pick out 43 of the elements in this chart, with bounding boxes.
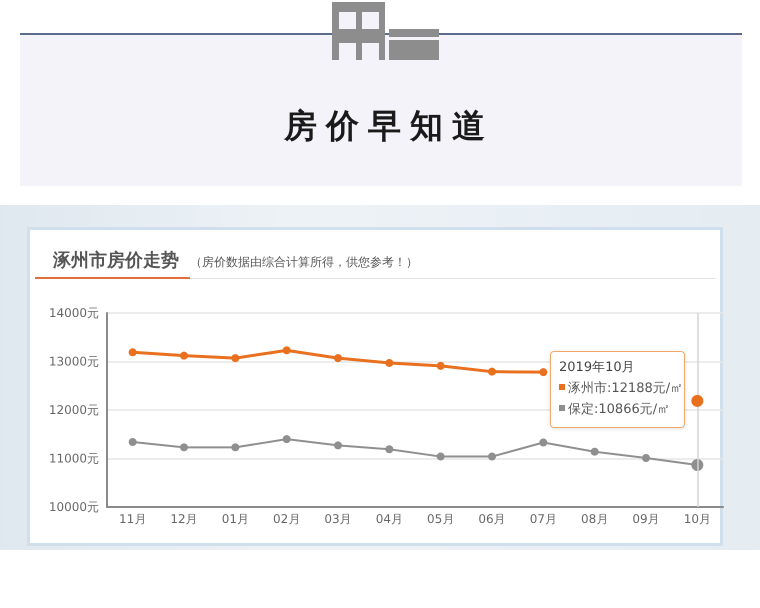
x-tick-label: 12月 bbox=[170, 512, 198, 526]
point bbox=[180, 443, 188, 452]
point bbox=[128, 348, 137, 356]
point bbox=[436, 362, 445, 370]
x-tick-label: 05月 bbox=[427, 512, 454, 526]
y-tick-label: 12000元 bbox=[48, 403, 99, 417]
point bbox=[385, 358, 394, 367]
point bbox=[539, 368, 548, 376]
point bbox=[282, 346, 291, 354]
point bbox=[231, 354, 240, 362]
point bbox=[231, 443, 240, 452]
chart-title: 房价早知道 bbox=[282, 105, 495, 147]
x-tick-label: 09月 bbox=[632, 512, 660, 526]
y-tick-label: 13000元 bbox=[48, 354, 99, 368]
x-tick-label: 08月 bbox=[581, 512, 608, 526]
point bbox=[642, 454, 650, 462]
x-tick-label: 04月 bbox=[376, 512, 403, 526]
point bbox=[334, 354, 342, 362]
annotation: 涿州市:12188元/㎡ bbox=[568, 381, 684, 396]
point bbox=[488, 368, 496, 376]
x-tick-label: 11月 bbox=[119, 512, 146, 526]
point bbox=[590, 448, 599, 456]
point bbox=[180, 352, 188, 360]
point bbox=[128, 438, 137, 446]
y-tick-label: 10000元 bbox=[48, 500, 99, 514]
x-tick-label: 07月 bbox=[530, 512, 557, 526]
annotation: 2019年10月 bbox=[559, 360, 635, 375]
point bbox=[334, 441, 342, 450]
point bbox=[488, 452, 496, 461]
x-tick-label: 02月 bbox=[273, 512, 300, 526]
chart-subtitle: 涿州市房价走势 bbox=[53, 249, 179, 273]
y-tick-label: 11000元 bbox=[48, 452, 99, 466]
annotation: 保定:10866元/㎡ bbox=[568, 402, 670, 417]
point bbox=[539, 438, 548, 446]
point bbox=[282, 435, 291, 444]
point bbox=[436, 452, 445, 461]
point bbox=[385, 445, 394, 454]
text: （房价数据由综合计算所得，供您参考！） bbox=[190, 254, 418, 271]
x-tick-label: 10月 bbox=[684, 512, 711, 526]
x-tick-label: 01月 bbox=[222, 512, 249, 526]
y-tick-label: 14000元 bbox=[48, 306, 99, 320]
x-tick-label: 06月 bbox=[478, 512, 506, 526]
x-tick-label: 03月 bbox=[324, 512, 352, 526]
